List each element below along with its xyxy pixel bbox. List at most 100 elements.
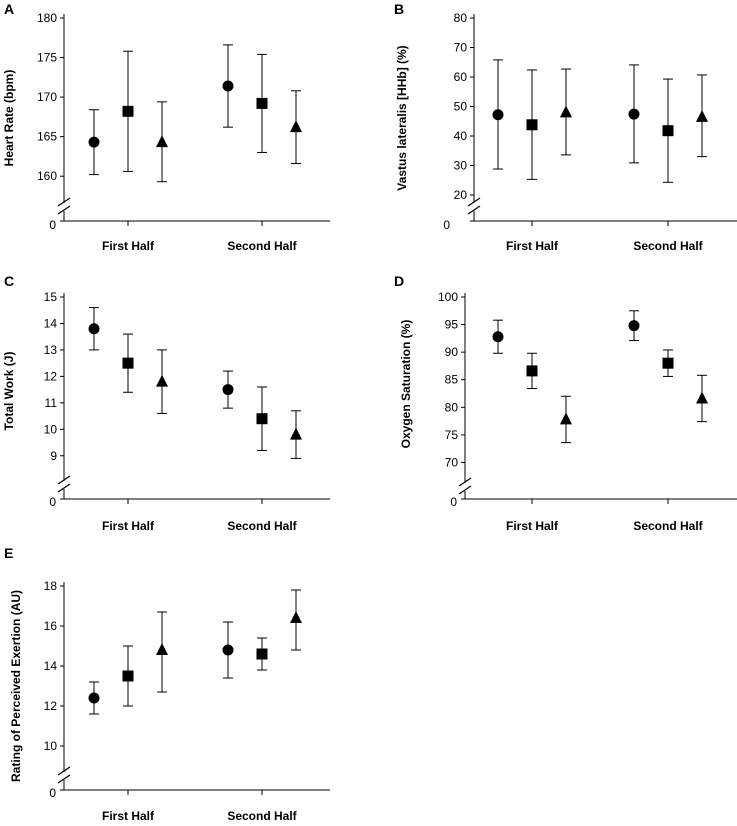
panel-b-letter: B	[394, 1, 404, 17]
panel-e-x-label-first: First Half	[102, 809, 155, 823]
panel-c-square-point	[256, 413, 268, 425]
panel-d-triangle-point	[560, 412, 572, 425]
panel-c-circle-point	[222, 384, 234, 396]
panel-c-letter: C	[4, 273, 14, 289]
panel-b-y-label: Vastus lateralis [HHb] (%)	[395, 45, 409, 190]
panel-d-axis-break-mark	[458, 477, 472, 487]
panel-a-y-tick-label: 175	[37, 51, 57, 65]
panel-d-square-point	[662, 357, 674, 369]
panel-c: C Total Work (J) 0 First Half Second Hal…	[2, 273, 330, 533]
panel-b-square-point	[662, 125, 674, 137]
panel-a-square-point	[122, 105, 134, 117]
panel-b: B Vastus lateralis [HHb] (%) 0 First Hal…	[394, 1, 737, 253]
panel-d-circle-point	[492, 331, 504, 343]
panel-a-triangle-point	[156, 135, 168, 148]
panel-c-axis-break-mark	[57, 475, 71, 485]
panel-d-circle-point	[628, 320, 640, 332]
panel-b-y-tick-label: 80	[454, 11, 468, 25]
panel-b-y-tick-label: 50	[454, 100, 468, 114]
panel-a-circle-point	[88, 136, 100, 148]
panel-c-y-tick-label: 11	[45, 396, 58, 410]
panel-c-break-zero: 0	[49, 495, 56, 509]
panel-c-circle-point	[88, 323, 100, 335]
panel-d-axis-break-mark	[458, 485, 472, 495]
panel-d-x-label-second: Second Half	[633, 519, 703, 533]
panel-a-axis-break-mark	[57, 205, 71, 215]
panel-e-circle-point	[222, 644, 234, 656]
panel-a-y-label: Heart Rate (bpm)	[2, 70, 16, 167]
panel-b-y-tick-label: 20	[454, 188, 468, 202]
panel-e-y-tick-label: 16	[44, 619, 58, 633]
panel-c-triangle-point	[290, 427, 302, 440]
panel-c-y-tick-label: 14	[44, 316, 58, 330]
panel-b-x-label-second: Second Half	[633, 239, 703, 253]
panel-d: D Oxygen Saturation (%) 0 First Half Sec…	[394, 273, 737, 533]
panel-a-circle-point	[222, 80, 234, 92]
panel-b-x-label-first: First Half	[506, 239, 559, 253]
panel-b-y-tick-label: 30	[454, 159, 468, 173]
panel-e-y-tick-label: 12	[44, 699, 58, 713]
panel-b-square-point	[526, 119, 538, 131]
panel-e-circle-point	[88, 692, 100, 704]
panel-e-break-zero: 0	[49, 786, 56, 800]
panel-d-break-zero: 0	[450, 495, 457, 509]
panel-d-square-point	[526, 365, 538, 377]
panel-b-triangle-point	[696, 109, 708, 122]
panel-b-y-tick-label: 40	[454, 129, 468, 143]
panel-d-y-tick-label: 80	[445, 400, 459, 414]
panel-c-y-tick-label: 12	[44, 369, 58, 383]
panel-e-axis-break-mark	[57, 774, 71, 784]
panel-a-x-label-second: Second Half	[227, 239, 297, 253]
panel-c-x-label-first: First Half	[102, 519, 155, 533]
panel-e-y-tick-label: 14	[44, 659, 58, 673]
panel-d-triangle-point	[696, 391, 708, 404]
panel-e: E Rating of Perceived Exertion (AU) 0 Fi…	[4, 545, 330, 823]
panel-e-square-point	[256, 648, 268, 660]
panel-d-x-label-first: First Half	[506, 519, 559, 533]
panel-e-y-tick-label: 10	[44, 739, 58, 753]
panel-d-letter: D	[394, 273, 404, 289]
panel-e-triangle-point	[290, 611, 302, 623]
panel-d-y-tick-label: 90	[445, 345, 459, 359]
panel-c-axis-break-mark	[57, 483, 71, 493]
panel-b-axis-break-mark	[467, 205, 481, 215]
panel-b-circle-point	[492, 109, 504, 121]
panel-d-y-label: Oxygen Saturation (%)	[399, 320, 413, 449]
panel-e-triangle-point	[156, 643, 168, 655]
panel-d-y-tick-label: 100	[438, 290, 458, 304]
panel-c-x-label-second: Second Half	[227, 519, 297, 533]
panel-a-square-point	[256, 97, 268, 109]
panel-d-y-tick-label: 75	[445, 428, 459, 442]
panel-b-triangle-point	[560, 105, 572, 118]
panel-d-y-tick-label: 95	[445, 318, 459, 332]
panel-c-triangle-point	[156, 374, 168, 387]
panel-c-y-tick-label: 10	[44, 422, 58, 436]
panel-e-letter: E	[4, 545, 13, 561]
panel-b-y-tick-label: 70	[454, 41, 468, 55]
panel-c-y-tick-label: 13	[44, 343, 58, 357]
panel-e-x-label-second: Second Half	[227, 809, 297, 823]
panel-b-y-tick-label: 60	[454, 70, 468, 84]
panel-a-y-tick-label: 160	[37, 169, 57, 183]
panel-a-break-zero: 0	[49, 218, 56, 232]
panel-a-x-label-first: First Half	[102, 239, 155, 253]
panel-b-circle-point	[628, 108, 640, 120]
panel-a-triangle-point	[290, 120, 302, 133]
panel-c-y-tick-label: 15	[44, 290, 58, 304]
panel-c-y-label: Total Work (J)	[2, 352, 16, 431]
panel-b-break-zero: 0	[443, 218, 450, 232]
panel-b-axis-break-mark	[467, 197, 481, 207]
panel-a-y-tick-label: 170	[37, 90, 57, 104]
panel-e-axis-break-mark	[57, 766, 71, 776]
panel-e-y-tick-label: 18	[44, 579, 58, 593]
panel-a-y-tick-label: 180	[37, 11, 57, 25]
panel-e-square-point	[122, 670, 134, 682]
panel-c-y-tick-label: 9	[50, 449, 57, 463]
panel-a-axis-break-mark	[57, 197, 71, 207]
panel-a-y-tick-label: 165	[37, 130, 57, 144]
panel-d-y-tick-label: 85	[445, 373, 459, 387]
panel-c-square-point	[122, 357, 134, 369]
panel-a-letter: A	[4, 1, 14, 17]
panel-a: A Heart Rate (bpm) 0 First Half Second H…	[2, 1, 330, 253]
